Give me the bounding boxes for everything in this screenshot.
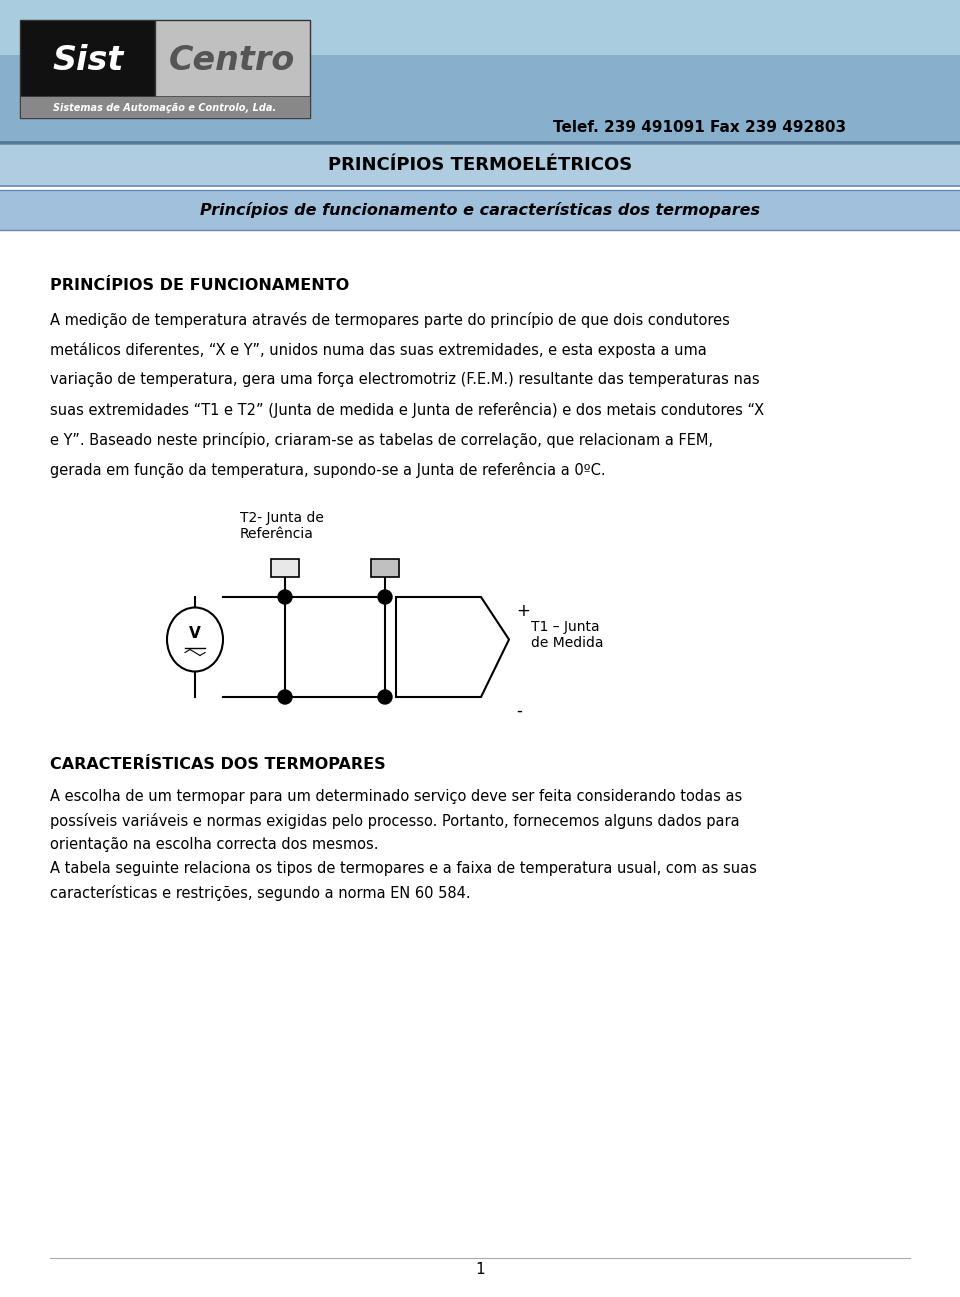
Text: variação de temperatura, gera uma força electromotriz (F.E.M.) resultante das te: variação de temperatura, gera uma força … xyxy=(50,372,759,387)
Bar xyxy=(0,0,960,54)
Ellipse shape xyxy=(167,607,223,672)
Text: A medição de temperatura através de termopares parte do princípio de que dois co: A medição de temperatura através de term… xyxy=(50,313,730,328)
Circle shape xyxy=(278,590,292,604)
Text: -: - xyxy=(516,702,522,720)
Text: T2- Junta de
Referência: T2- Junta de Referência xyxy=(240,511,324,541)
Text: A escolha de um termopar para um determinado serviço deve ser feita considerando: A escolha de um termopar para um determi… xyxy=(50,789,742,804)
Text: PRINCÍPIOS TERMOELÉTRICOS: PRINCÍPIOS TERMOELÉTRICOS xyxy=(328,156,632,174)
Circle shape xyxy=(378,690,392,704)
Text: V: V xyxy=(189,626,201,641)
Bar xyxy=(0,0,960,141)
Bar xyxy=(20,19,155,118)
Text: +: + xyxy=(516,602,530,620)
Text: suas extremidades “T1 e T2” (Junta de medida e Junta de referência) e dos metais: suas extremidades “T1 e T2” (Junta de me… xyxy=(50,402,764,418)
Text: A tabela seguinte relaciona os tipos de termopares e a faixa de temperatura usua: A tabela seguinte relaciona os tipos de … xyxy=(50,861,756,875)
Text: CARACTERÍSTICAS DOS TERMOPARES: CARACTERÍSTICAS DOS TERMOPARES xyxy=(50,757,386,772)
Bar xyxy=(0,230,960,1297)
Text: Sist: Sist xyxy=(52,44,124,77)
Text: Centro: Centro xyxy=(169,44,295,77)
Text: e Y”. Baseado neste princípio, criaram-se as tabelas de correlação, que relacion: e Y”. Baseado neste princípio, criaram-s… xyxy=(50,432,713,447)
Text: 1: 1 xyxy=(475,1262,485,1278)
Text: metálicos diferentes, “X e Y”, unidos numa das suas extremidades, e esta exposta: metálicos diferentes, “X e Y”, unidos nu… xyxy=(50,342,707,358)
Text: Telef. 239 491091 Fax 239 492803: Telef. 239 491091 Fax 239 492803 xyxy=(553,121,847,135)
Circle shape xyxy=(278,690,292,704)
Bar xyxy=(155,19,310,118)
Text: orientação na escolha correcta dos mesmos.: orientação na escolha correcta dos mesmo… xyxy=(50,837,378,852)
Bar xyxy=(0,144,960,185)
Bar xyxy=(20,96,310,118)
Circle shape xyxy=(378,590,392,604)
Text: PRINCÍPIOS DE FUNCIONAMENTO: PRINCÍPIOS DE FUNCIONAMENTO xyxy=(50,278,349,293)
Text: Sistemas de Automação e Controlo, Lda.: Sistemas de Automação e Controlo, Lda. xyxy=(54,102,276,113)
Text: possíveis variáveis e normas exigidas pelo processo. Portanto, fornecemos alguns: possíveis variáveis e normas exigidas pe… xyxy=(50,813,739,829)
Bar xyxy=(371,559,399,577)
Bar xyxy=(0,189,960,230)
Text: T1 – Junta
de Medida: T1 – Junta de Medida xyxy=(531,620,604,650)
Text: características e restrições, segundo a norma EN 60 584.: características e restrições, segundo a … xyxy=(50,885,470,901)
Bar xyxy=(271,559,299,577)
Text: Princípios de funcionamento e características dos termopares: Princípios de funcionamento e caracterís… xyxy=(200,202,760,218)
Text: gerada em função da temperatura, supondo-se a Junta de referência a 0ºC.: gerada em função da temperatura, supondo… xyxy=(50,462,606,479)
